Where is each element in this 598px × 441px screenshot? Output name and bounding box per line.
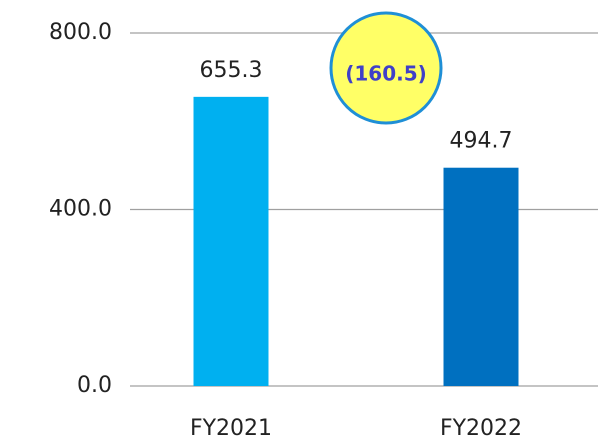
bar xyxy=(443,167,519,386)
x-tick-label: FY2021 xyxy=(190,416,272,441)
y-tick-label: 400.0 xyxy=(49,197,112,222)
value-label: 494.7 xyxy=(450,129,513,154)
y-tick-label: 0.0 xyxy=(77,373,112,398)
y-tick-label: 800.0 xyxy=(49,20,112,45)
bar xyxy=(193,96,269,386)
value-label: 655.3 xyxy=(200,58,263,83)
annotation: (160.5) xyxy=(345,62,427,86)
annotation-circle xyxy=(329,11,443,125)
x-tick-label: FY2022 xyxy=(440,416,522,441)
